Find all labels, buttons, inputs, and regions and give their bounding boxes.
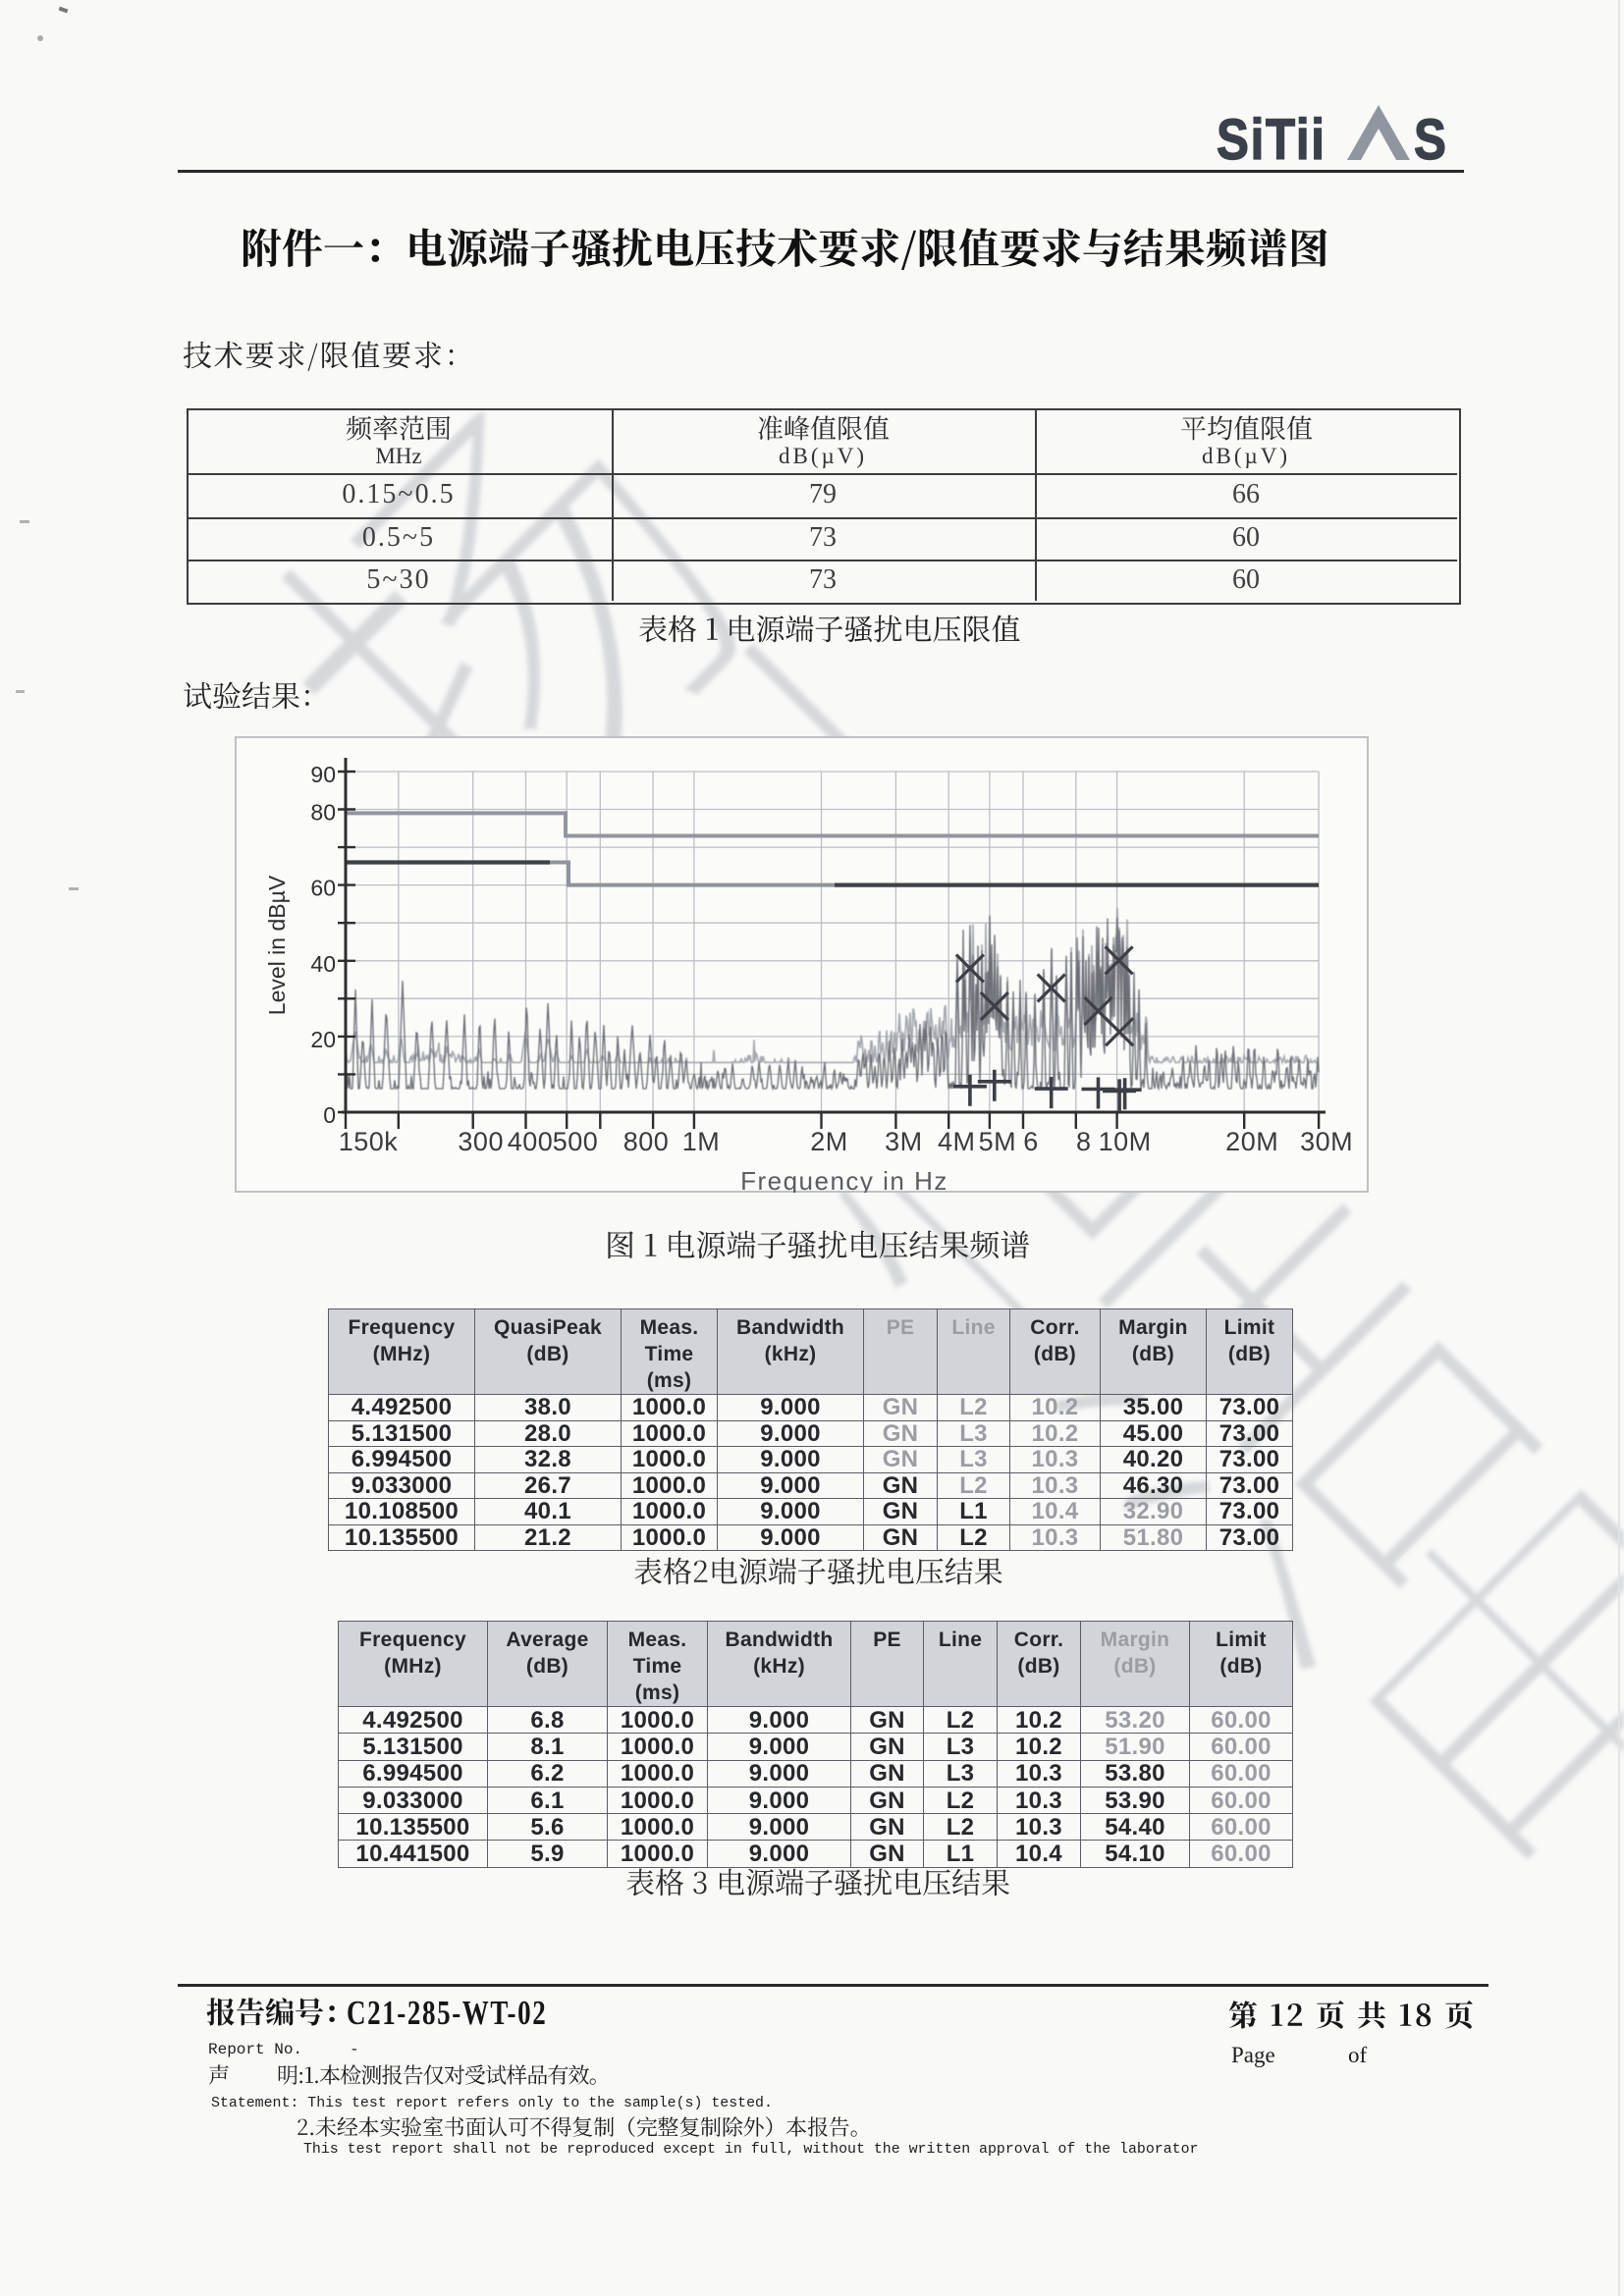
svg-text:0: 0 bbox=[323, 1102, 336, 1128]
svg-text:Level in dBµV: Level in dBµV bbox=[264, 875, 290, 1015]
svg-text:Frequency in Hz: Frequency in Hz bbox=[740, 1166, 948, 1193]
svg-text:8: 8 bbox=[1076, 1127, 1092, 1156]
svg-text:60: 60 bbox=[310, 876, 336, 901]
svg-text:3M: 3M bbox=[885, 1127, 923, 1156]
svg-text:400: 400 bbox=[508, 1127, 554, 1156]
svg-text:4M: 4M bbox=[938, 1127, 976, 1156]
svg-text:30M: 30M bbox=[1300, 1127, 1353, 1156]
svg-text:500: 500 bbox=[553, 1127, 599, 1156]
svg-text:20: 20 bbox=[310, 1027, 336, 1052]
svg-text:40: 40 bbox=[310, 951, 336, 977]
svg-text:2M: 2M bbox=[810, 1127, 848, 1156]
svg-text:90: 90 bbox=[310, 762, 336, 787]
svg-text:80: 80 bbox=[310, 800, 336, 826]
svg-text:20M: 20M bbox=[1225, 1127, 1278, 1156]
svg-text:5M: 5M bbox=[979, 1127, 1017, 1156]
svg-text:1M: 1M bbox=[682, 1127, 721, 1156]
svg-text:300: 300 bbox=[458, 1127, 504, 1156]
svg-text:10M: 10M bbox=[1099, 1127, 1152, 1156]
svg-text:150k: 150k bbox=[339, 1127, 399, 1156]
svg-text:6: 6 bbox=[1023, 1127, 1039, 1156]
svg-text:800: 800 bbox=[623, 1127, 670, 1156]
